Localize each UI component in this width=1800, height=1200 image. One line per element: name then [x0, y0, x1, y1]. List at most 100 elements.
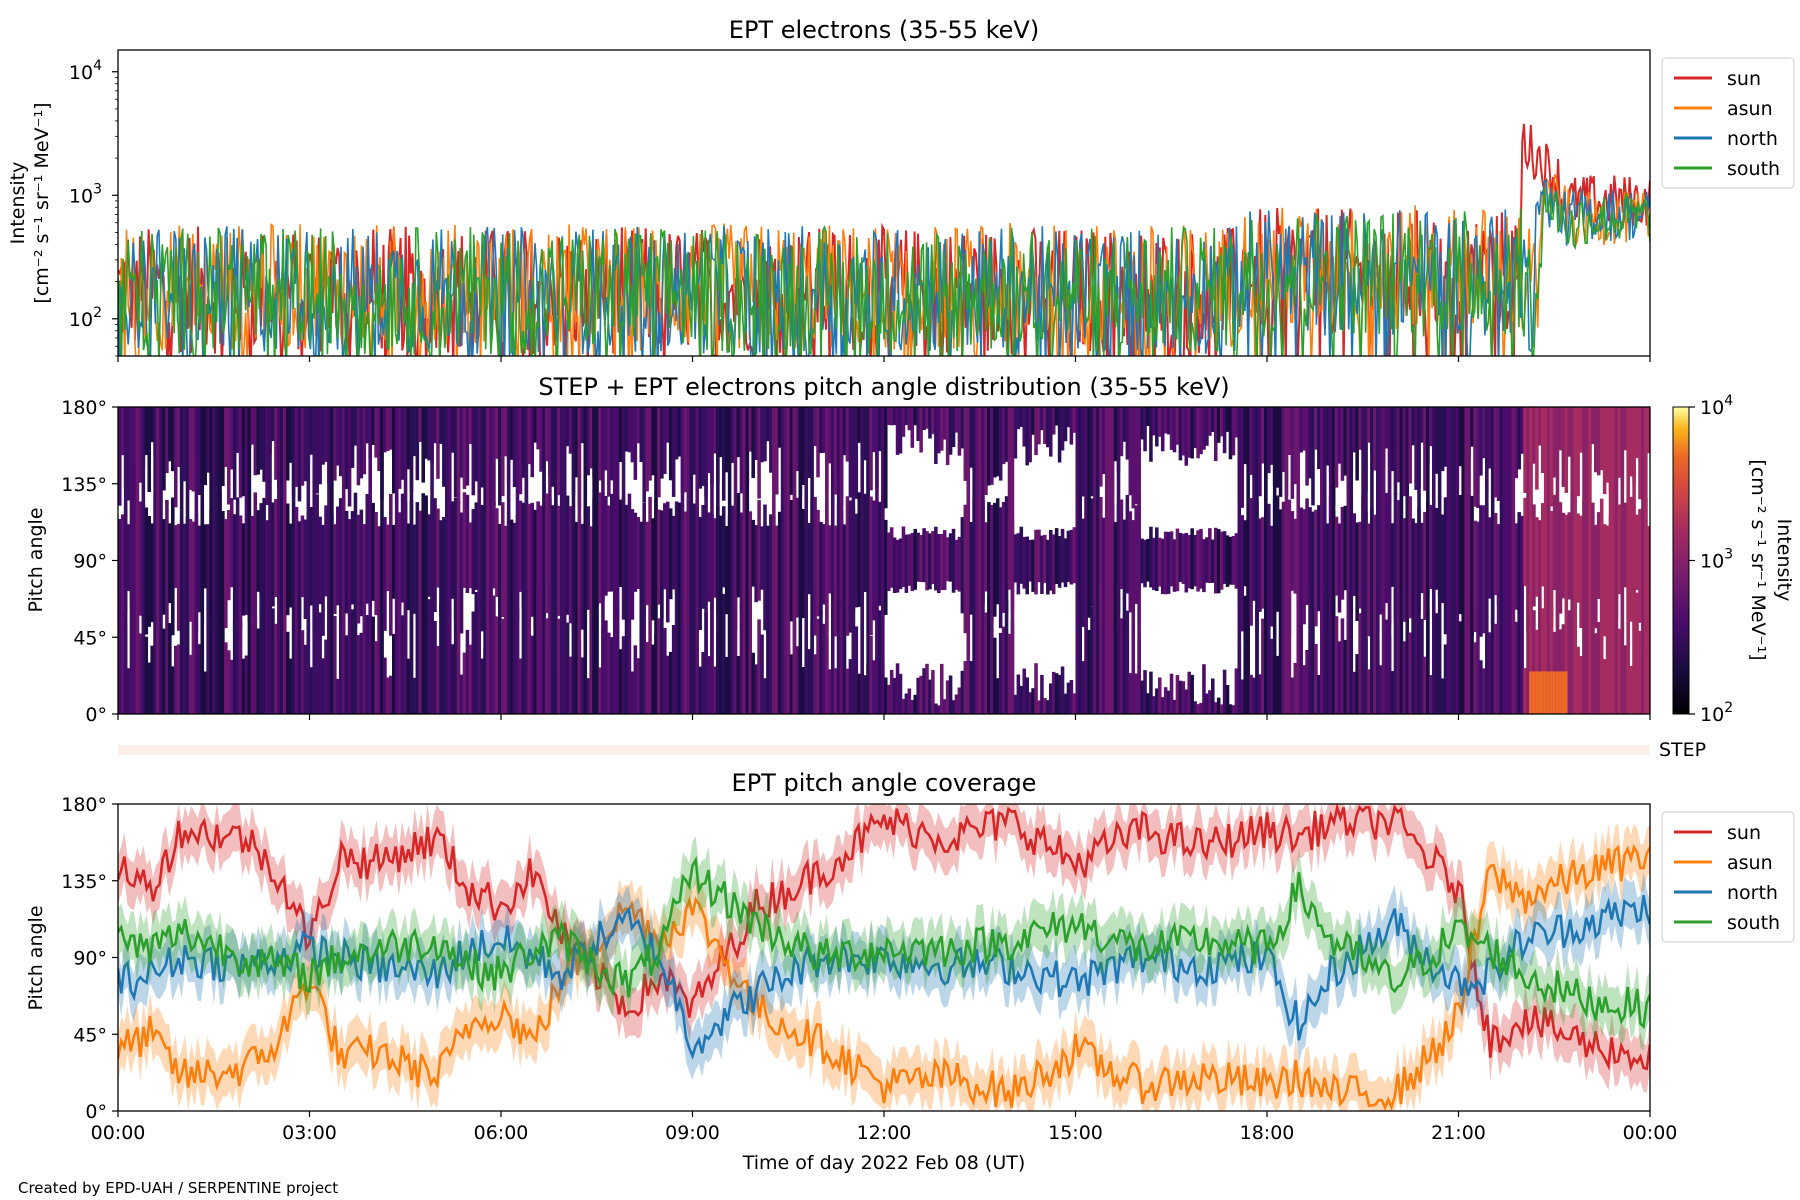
y-tick-label: 0° [85, 1101, 107, 1123]
pad-cell [1473, 407, 1477, 507]
pad-cell [704, 407, 708, 714]
pad-cell [663, 407, 667, 474]
pad-cell [777, 407, 782, 448]
pad-cell [1591, 609, 1595, 714]
pad-cell [173, 407, 178, 508]
pad-cell [633, 407, 638, 480]
pad-cell [309, 507, 314, 606]
pad-cell [356, 407, 361, 486]
y-tick-label: 90° [73, 948, 107, 970]
pad-cell [1034, 529, 1038, 595]
pad-cell [515, 407, 520, 714]
pad-cell [1443, 497, 1448, 635]
x-tick-label: 15:00 [1048, 1122, 1103, 1144]
pad-cell [1258, 518, 1262, 612]
pad-cell [480, 504, 484, 632]
coverage-title: EPT pitch angle coverage [732, 769, 1037, 797]
pad-cell [1602, 524, 1607, 637]
pad-cell [556, 618, 561, 714]
pad-cell [118, 518, 122, 617]
pad-cell [144, 507, 149, 635]
colorbar-gradient [1672, 406, 1690, 715]
pad-cell [365, 615, 370, 714]
pad-cell [1629, 407, 1633, 477]
pad-cell [221, 578, 225, 714]
pad-cell [206, 593, 210, 714]
pad-cell [939, 407, 944, 451]
pad-cell [639, 626, 644, 714]
pad-cell [1381, 407, 1386, 714]
pad-cell [1487, 517, 1492, 599]
pad-cell [359, 407, 364, 479]
pad-cell [1143, 407, 1147, 452]
pad-cell [359, 632, 364, 714]
pad-cell [665, 501, 670, 623]
pad-cell [1576, 513, 1580, 603]
pad-cell [769, 586, 773, 714]
pad-cell [1479, 660, 1483, 714]
pad-cell [1051, 407, 1056, 435]
pad-cell [238, 515, 243, 629]
pad-cell [1211, 539, 1215, 583]
pad-cell [1249, 498, 1253, 626]
pad-cell [474, 592, 479, 714]
pad-cell [521, 502, 526, 608]
pad-cell [1308, 507, 1312, 603]
pad-cell [677, 407, 682, 457]
pad-cell [990, 504, 994, 622]
pad-cell [615, 497, 620, 620]
pad-cell [1320, 407, 1324, 714]
pad-cell [928, 533, 932, 590]
pad-cell [203, 407, 207, 486]
pad-cell [365, 494, 370, 604]
pad-cell [1152, 696, 1156, 714]
pad-cell [1199, 528, 1203, 589]
pad-cell [869, 635, 873, 714]
pad-cell [1037, 529, 1041, 583]
pad-cell [1007, 407, 1012, 507]
pad-cell [1040, 535, 1044, 594]
pad-cell [1361, 407, 1365, 714]
pad-cell [256, 628, 261, 714]
pad-cell [439, 520, 443, 617]
pad-cell [209, 407, 213, 714]
pad-cell [730, 505, 735, 630]
pad-cell [925, 407, 929, 429]
pad-cell [721, 407, 726, 501]
pad-cell [913, 407, 918, 426]
pad-cell [126, 407, 131, 501]
pad-cell [556, 505, 561, 616]
pad-cell [777, 511, 782, 637]
pad-cell [1293, 407, 1298, 485]
pad-cell [362, 524, 367, 587]
pad-cell [828, 525, 832, 594]
pad-cell [577, 407, 582, 714]
pad-cell [176, 523, 181, 631]
pad-cell [754, 664, 758, 714]
pad-cell [568, 407, 573, 454]
pad-cell [1281, 615, 1286, 714]
pad-cell [406, 407, 411, 470]
pad-cell [1178, 407, 1183, 461]
pad-cell [624, 600, 629, 714]
pad-cell [1157, 677, 1162, 714]
pad-cell [1305, 407, 1309, 486]
pad-cell [904, 534, 909, 593]
pad-cell [1493, 623, 1498, 714]
pad-cell [1267, 586, 1271, 714]
pad-cell [218, 407, 222, 714]
pad-cell [665, 655, 670, 714]
pad-cell [227, 510, 231, 601]
pad-cell [548, 407, 552, 714]
pad-cell [966, 407, 971, 714]
pad-cell [288, 407, 293, 463]
pad-cell [645, 407, 649, 492]
pad-cell [1317, 505, 1321, 612]
pad-cell [1355, 654, 1359, 714]
pad-cell [698, 516, 702, 630]
pad-cell [389, 407, 393, 450]
pad-cell [459, 674, 464, 714]
pad-cell [671, 515, 676, 590]
pad-cell [138, 501, 143, 616]
pad-cell [842, 599, 847, 714]
